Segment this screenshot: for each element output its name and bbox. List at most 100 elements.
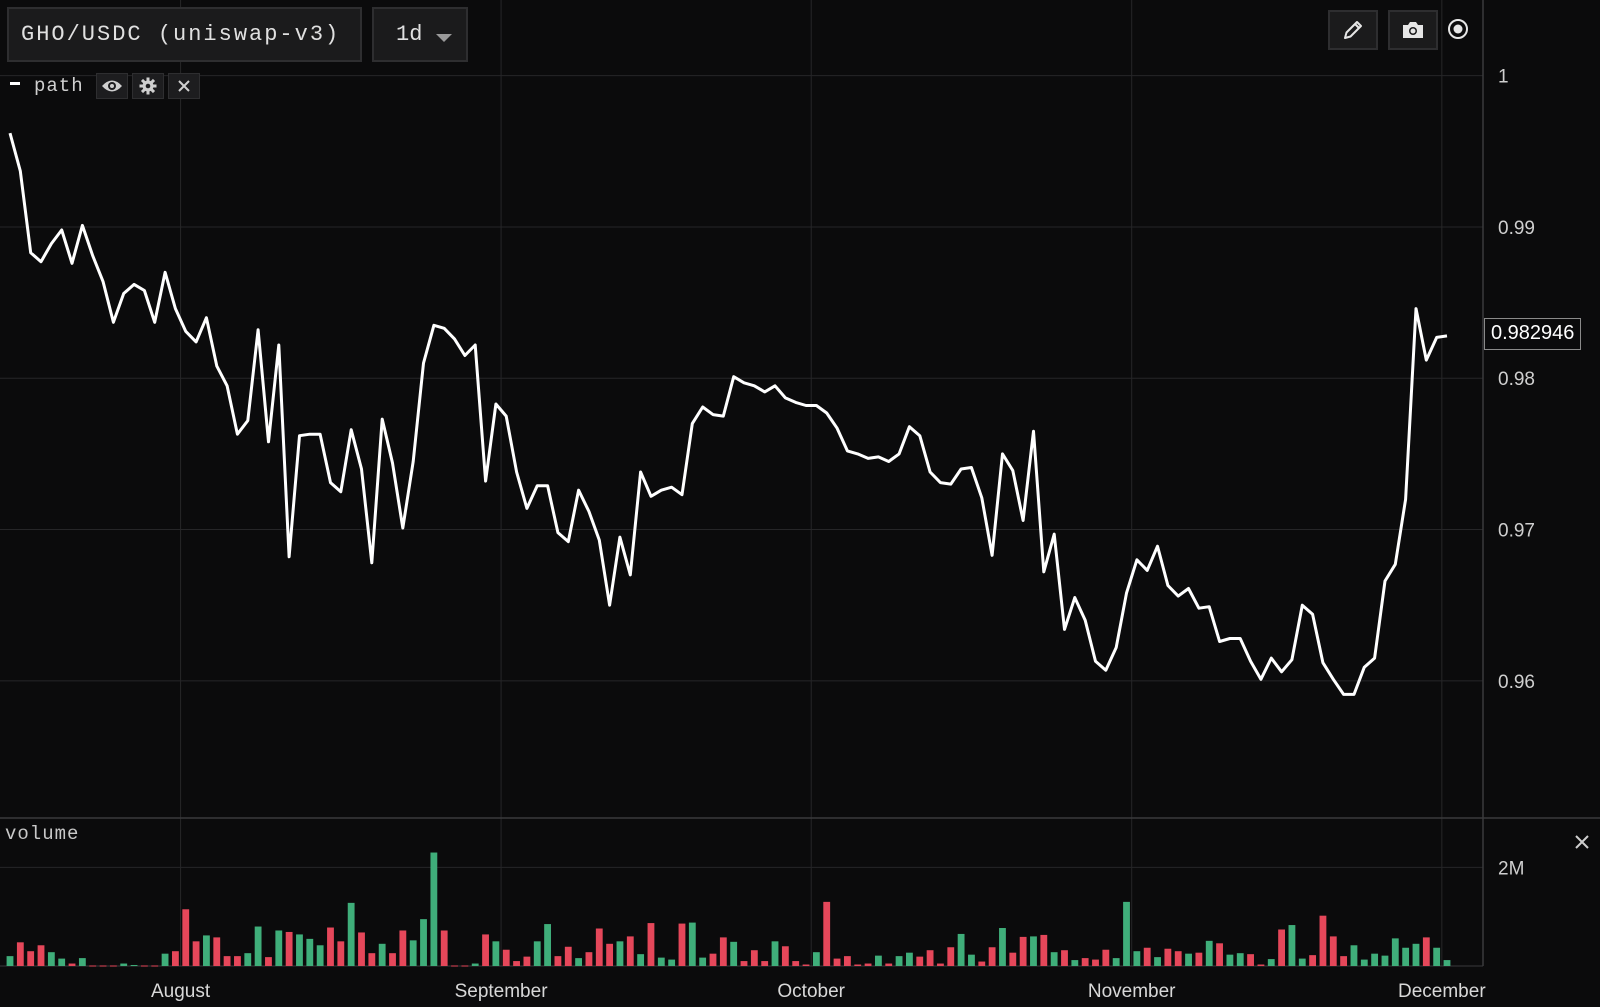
volume-bar [937,963,944,966]
volume-bar [978,961,986,966]
interval-label: 1d [396,22,423,47]
volume-bar [213,937,221,966]
volume-bar [1205,940,1213,966]
y-tick-label: 0.96 [1498,672,1535,693]
record-icon [1448,19,1468,39]
volume-bar [1112,958,1120,966]
volume-bar [1050,952,1058,966]
volume-bar [523,956,531,966]
volume-bar [1422,937,1430,966]
volume-bar [368,953,376,966]
gear-icon [139,77,157,95]
volume-bar [1371,953,1379,966]
volume-bar [1040,934,1048,966]
volume-bar [606,943,614,966]
volume-bar [595,928,603,966]
pencil-icon [1344,21,1362,39]
series-swatch [10,81,20,85]
volume-bar [27,951,35,966]
volume-bar [399,930,407,966]
toggle-visibility-button[interactable] [95,73,128,99]
series-label: path [34,75,84,97]
volume-bar [16,942,24,966]
volume-bar [347,902,355,966]
volume-bar [451,965,458,967]
close-volume-pane-button[interactable] [1572,832,1592,852]
volume-bar [688,922,696,966]
volume-bar [109,965,117,967]
volume-bar [47,952,55,966]
volume-bar [533,941,541,966]
volume-bar [926,950,934,966]
volume-bar [285,931,293,966]
x-tick-label: October [777,981,845,1002]
volume-bar [1185,953,1192,966]
remove-series-button[interactable] [167,73,200,99]
price-line [8,132,1448,696]
volume-bar [575,958,583,966]
volume-bar [1443,960,1451,966]
volume-bar [1267,959,1275,966]
volume-bar [544,924,551,966]
symbol-selector[interactable]: GHO/USDC (uniswap-v3) [7,7,362,62]
volume-bar [1350,945,1358,966]
volume-tick-label: 2M [1498,858,1524,879]
volume-bar [1019,936,1027,966]
volume-bar [864,963,872,966]
volume-bar [1092,959,1099,966]
x-tick-label: September [455,981,549,1002]
eye-icon [101,80,122,92]
volume-bar [999,928,1006,966]
volume-bar [254,926,262,966]
volume-bars [6,852,1451,967]
volume-bar [140,965,148,967]
volume-bar [1061,950,1068,966]
record-button[interactable] [1447,18,1469,40]
volume-bar [957,933,965,966]
volume-bar [906,952,913,966]
volume-bar [182,909,190,966]
volume-bar [1381,955,1389,966]
volume-bar [740,961,748,966]
volume-bar [461,965,469,967]
volume-bar [234,956,241,966]
volume-bar [203,935,210,966]
volume-bar [1081,958,1089,966]
draw-tool-button[interactable] [1328,10,1378,50]
volume-bar [988,947,996,966]
volume-bar [1412,943,1420,966]
axis-borders [0,0,1600,967]
volume-bar [358,932,365,966]
volume-bar [1278,929,1286,966]
volume-bar [1195,952,1203,966]
volume-bar [430,852,438,966]
volume-bar [1433,947,1441,966]
volume-bar [1123,901,1130,966]
volume-bar [1164,948,1172,966]
volume-bar [151,965,159,967]
volume-bar [895,956,903,966]
volume-bar [1391,938,1399,966]
volume-bar [1402,947,1410,966]
snapshot-button[interactable] [1388,10,1438,50]
interval-selector[interactable]: 1d [372,7,468,62]
volume-bar [171,951,179,966]
volume-bar [916,956,924,966]
volume-bar [68,963,76,966]
y-tick-label: 1 [1498,67,1509,88]
volume-bar [244,953,252,966]
volume-bar [78,958,86,966]
volume-bar [781,946,789,966]
volume-bar [130,965,138,967]
volume-bar [275,930,283,966]
volume-bar [1236,953,1244,966]
volume-bar [1298,958,1306,966]
x-tick-label: November [1088,981,1176,1002]
volume-bar [833,958,841,966]
volume-pane-label: volume [5,823,80,845]
volume-bar [564,946,572,966]
volume-bar [1216,943,1223,966]
series-settings-button[interactable] [131,73,164,99]
volume-bar [99,965,107,967]
